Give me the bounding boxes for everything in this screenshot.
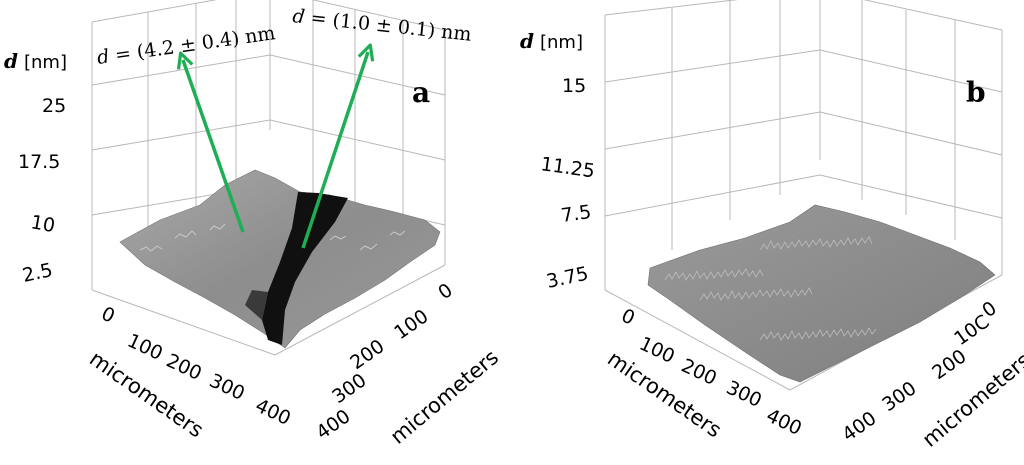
- panel-b-grid: [604, 0, 1003, 391]
- panel-a-xtick: 100: [124, 330, 166, 365]
- panel-b-ytick: 400: [838, 407, 880, 446]
- panel-a-xtick: 0: [98, 303, 118, 328]
- panel-a-ytick: 0: [434, 279, 457, 304]
- panel-a-ytick: 200: [346, 335, 388, 374]
- panel-b-zlabel: d [nm]: [520, 29, 583, 53]
- panel-b-ztick: 15: [562, 75, 586, 97]
- panel-b-xtick: 200: [678, 355, 720, 390]
- panel-a-ylabel: micrometers: [386, 345, 503, 449]
- panel-b: d [nm] 15 11.25 7.5 3.75 0 100 200 300 40…: [520, 0, 1024, 452]
- panel-b-xtick: 400: [763, 405, 805, 440]
- arrow-a-right: [301, 52, 368, 249]
- panel-a-ytick: 300: [328, 369, 370, 408]
- panel-b-surface: [647, 204, 996, 383]
- panel-a-ztick: 25: [42, 95, 66, 117]
- annotation-a-right: d = (1.0 ± 0.1) nm: [291, 5, 472, 46]
- panel-a-zticks: 25 17.5 10 2.5: [18, 95, 66, 287]
- panel-b-zticks: 15 11.25 7.5 3.75: [539, 75, 596, 293]
- panel-a-xtick: 300: [206, 370, 248, 405]
- panel-b-ytick: 300: [878, 377, 920, 416]
- panel-a-ztick: 17.5: [18, 151, 60, 173]
- panel-b-ztick: 7.5: [560, 201, 593, 227]
- panel-b-ytick: 200: [928, 345, 970, 384]
- annotation-a-left: d = (4.2 ± 0.4) nm: [96, 22, 277, 69]
- panel-a-xtick: 400: [252, 395, 294, 430]
- panel-a-ztick: 2.5: [20, 259, 54, 287]
- panel-a: d = (4.2 ± 0.4) nm d = (1.0 ± 0.1) nm d[…: [4, 0, 503, 449]
- panel-a-ztick: 10: [29, 211, 57, 237]
- panel-a-surface: [119, 169, 441, 349]
- panel-a-letter: a: [412, 76, 430, 109]
- panel-b-ztick: 3.75: [544, 263, 590, 293]
- arrow-a-left: [183, 60, 245, 233]
- panel-b-ztick: 11.25: [539, 153, 596, 182]
- panel-a-zlabel: d [nm]: [4, 49, 67, 73]
- panel-b-xtick: 300: [723, 377, 765, 412]
- panel-b-xtick: 0: [618, 305, 638, 330]
- panel-b-xtick: 100: [636, 333, 678, 368]
- panel-a-xtick: 200: [163, 350, 205, 385]
- panel-a-ytick: 100: [390, 305, 432, 344]
- panel-a-ytick: 400: [312, 405, 354, 444]
- panel-b-letter: b: [966, 76, 986, 109]
